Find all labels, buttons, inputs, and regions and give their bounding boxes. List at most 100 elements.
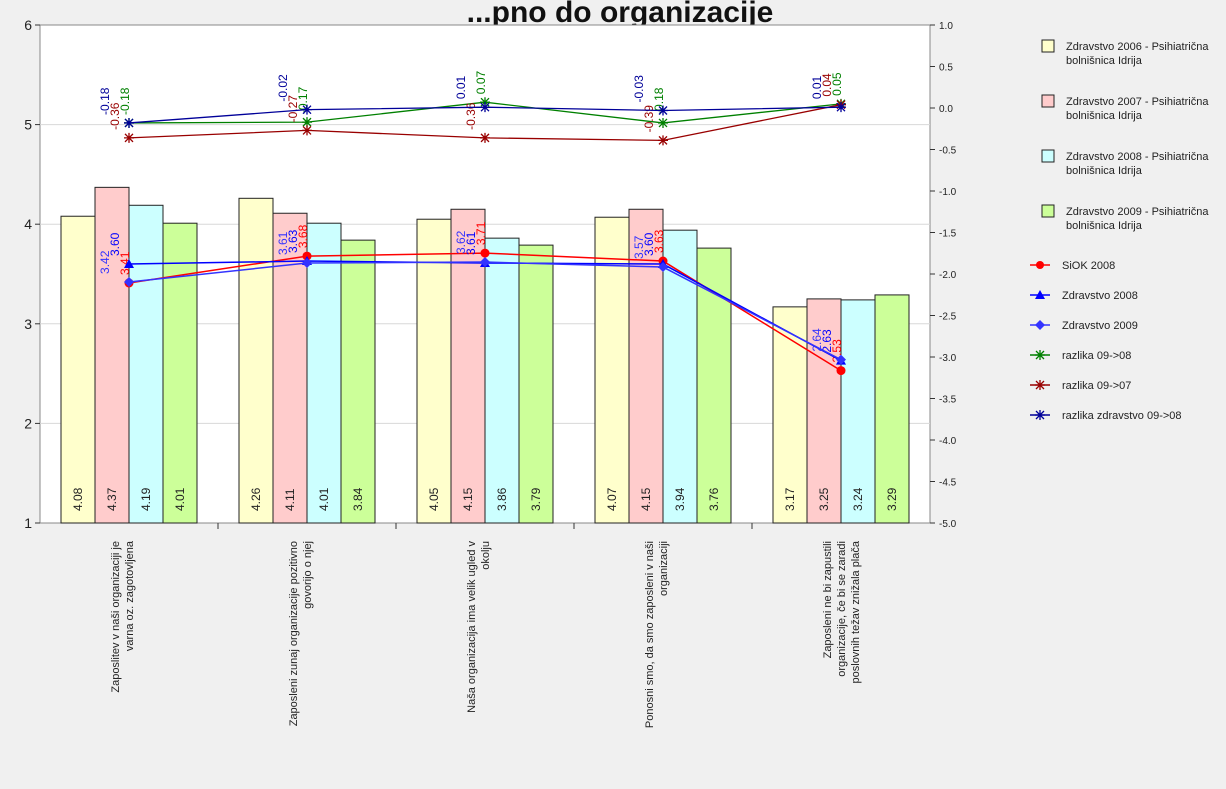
data-point xyxy=(836,366,846,376)
y-right-tick-label: -0.5 xyxy=(939,146,957,157)
y-left-tick-label: 6 xyxy=(24,17,32,33)
point-value-label: 3.71 xyxy=(474,221,488,245)
legend-label: razlika 09->08 xyxy=(1062,350,1131,362)
y-left-tick-label: 2 xyxy=(24,415,32,431)
legend-marker xyxy=(1035,380,1045,390)
bar xyxy=(628,208,664,524)
y-left-tick-label: 1 xyxy=(24,515,32,531)
data-point xyxy=(658,117,668,128)
bar xyxy=(594,216,630,524)
category-label: Zaposlitev v naši organizaciji je varna o… xyxy=(110,540,136,693)
point-value-label: -0.18 xyxy=(98,87,112,115)
bar-value-label: 3.76 xyxy=(707,487,721,511)
y-right-tick-label: 1.0 xyxy=(939,21,953,32)
bar xyxy=(450,208,486,524)
y-right-tick-label: -4.5 xyxy=(939,478,957,489)
y-right-tick-label: 0.0 xyxy=(939,104,953,115)
point-value-label: -0.27 xyxy=(286,95,300,123)
bar-value-label: 3.84 xyxy=(351,487,365,511)
point-value-label: 3.42 xyxy=(98,250,112,274)
y-right-tick-label: -2.5 xyxy=(939,312,957,323)
data-point xyxy=(124,117,134,128)
chart-title: ...pno do organizacije xyxy=(467,0,774,29)
y-left-tick-label: 5 xyxy=(24,117,32,133)
y-right-tick-label: 0.5 xyxy=(939,63,953,74)
bar xyxy=(306,222,342,524)
y-right-tick-label: -3.0 xyxy=(939,353,957,364)
point-value-label: -0.36 xyxy=(464,102,478,130)
bar xyxy=(60,215,96,524)
bar-value-label: 4.08 xyxy=(71,487,85,511)
bar-value-label: 4.15 xyxy=(639,487,653,511)
bar-value-label: 4.11 xyxy=(283,488,297,511)
bar xyxy=(238,197,274,524)
legend-marker xyxy=(1035,410,1045,420)
bar-value-label: 3.29 xyxy=(885,487,899,511)
point-value-label: 3.63 xyxy=(286,229,300,253)
bars: 4.08 4.26 4.05 4.07 3.17 4.37 4.11 4.15 4.15 3.25… xyxy=(60,186,910,524)
category-labels: Zaposlitev v naši organizaciji je varna o… xyxy=(110,540,862,728)
y-right-tick-label: -5.0 xyxy=(939,519,957,530)
data-point xyxy=(658,262,668,273)
legend: Zdravstvo 2006 - Psihiatrična bolnišnica … xyxy=(1030,39,1209,422)
legend-label: razlika zdravstvo 09->08 xyxy=(1062,410,1182,422)
bar xyxy=(806,298,842,524)
point-value-label: 3.61 xyxy=(276,231,290,255)
data-point xyxy=(302,258,312,269)
data-point xyxy=(836,354,846,365)
data-point xyxy=(658,135,668,146)
legend-swatch xyxy=(1041,94,1055,108)
point-value-label: 0.01 xyxy=(454,75,468,99)
point-value-label: 3.41 xyxy=(118,251,132,275)
bar-value-label: 4.26 xyxy=(249,487,263,511)
point-value-label: 2.63 xyxy=(820,329,834,353)
bar xyxy=(340,239,376,524)
category-label: Naša organizacija ima velik ugled v okolj… xyxy=(466,541,492,713)
point-value-label: 0.05 xyxy=(830,72,844,96)
bar-value-label: 4.01 xyxy=(317,487,331,511)
legend-swatch xyxy=(1041,149,1055,163)
point-value-label: 0.04 xyxy=(820,73,834,97)
data-point xyxy=(480,132,490,143)
bar xyxy=(416,218,452,524)
y-left-tick-label: 4 xyxy=(24,216,32,232)
bar xyxy=(94,186,130,524)
bar xyxy=(840,299,876,524)
legend-marker xyxy=(1035,320,1045,330)
legend-label: Zdravstvo 2008 - Psihiatrična bolnišnica … xyxy=(1066,151,1209,177)
bar xyxy=(518,244,554,524)
bar xyxy=(128,204,164,524)
bar-value-label: 3.79 xyxy=(529,487,543,511)
point-value-label: 0.07 xyxy=(474,71,488,95)
legend-marker xyxy=(1035,290,1045,299)
point-value-label: 2.64 xyxy=(810,328,824,352)
point-value-label: 3.60 xyxy=(642,232,656,256)
legend-swatch xyxy=(1041,204,1055,218)
bar-value-label: 3.94 xyxy=(673,487,687,511)
bar-value-label: 4.05 xyxy=(427,487,441,511)
point-value-label: 3.60 xyxy=(108,232,122,256)
data-point xyxy=(124,259,134,269)
y-right-tick-label: -1.0 xyxy=(939,187,957,198)
lines: 3.413.68 3.71 3.632.533.60 3.63 3.61 3.602.63… xyxy=(98,71,846,376)
bar xyxy=(484,237,520,524)
point-value-label: -0.36 xyxy=(108,102,122,130)
bar-value-label: 4.07 xyxy=(605,487,619,511)
y-right-tick-label: -1.5 xyxy=(939,229,957,240)
point-value-label: -0.39 xyxy=(642,105,656,133)
data-point xyxy=(124,276,134,287)
category-label: Zaposleni zunaj organizacije pozitivno go… xyxy=(288,541,314,726)
point-value-label: -0.18 xyxy=(118,87,132,115)
bar-value-label: 3.25 xyxy=(817,487,831,511)
bar-value-label: 4.19 xyxy=(139,487,153,511)
y-left-tick-label: 3 xyxy=(24,316,32,332)
y-right-tick-label: -4.0 xyxy=(939,436,957,447)
legend-label: razlika 09->07 xyxy=(1062,380,1131,392)
data-point xyxy=(124,132,134,143)
category-label: Ponosni smo, da smo zaposleni v naši orga… xyxy=(644,541,670,728)
legend-label: Zdravstvo 2006 - Psihiatrična bolnišnica … xyxy=(1066,41,1209,67)
point-value-label: 3.62 xyxy=(454,230,468,254)
point-value-label: -0.03 xyxy=(632,75,646,103)
y-right-tick-label: -3.5 xyxy=(939,395,957,406)
